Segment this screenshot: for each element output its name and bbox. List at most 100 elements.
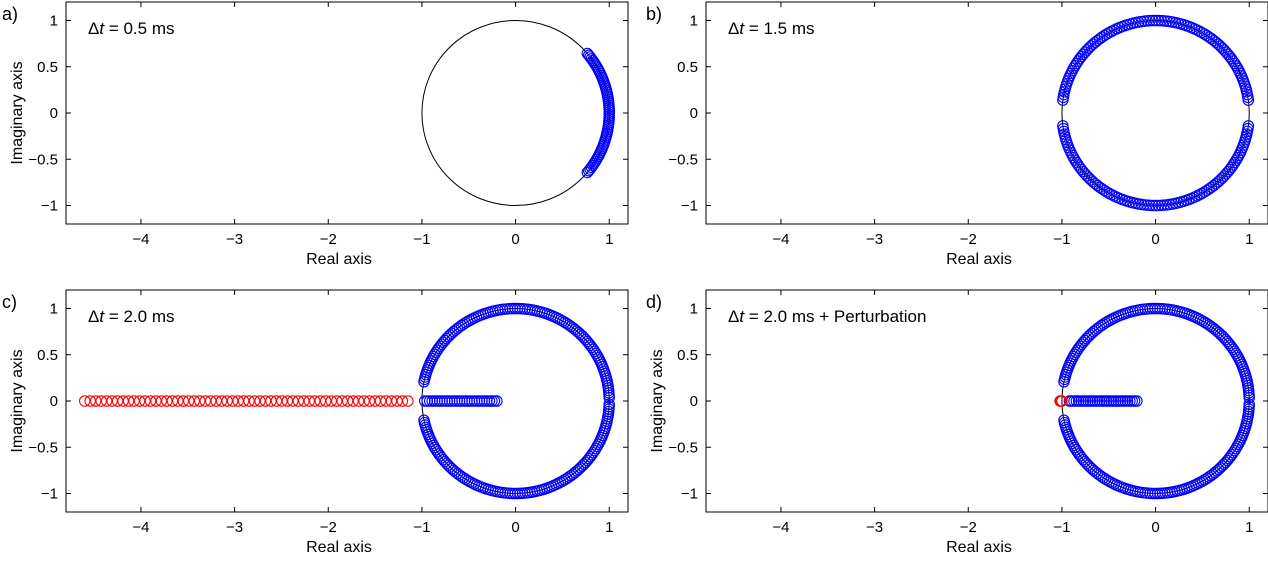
panel-1: −4 −3 −2 −1 0 1 1 0.5 0 −0.5 −1 Real axis Imaginary … — [2, 1, 629, 268]
series-2 — [1058, 398, 1255, 500]
data-point — [1057, 94, 1069, 106]
y-tick-label: 0 — [50, 105, 58, 122]
data-point — [188, 395, 201, 407]
data-point — [161, 395, 173, 407]
data-point — [363, 395, 376, 407]
data-point — [95, 395, 107, 407]
data-point — [1144, 199, 1156, 212]
x-tick-label: −1 — [413, 519, 430, 536]
data-point — [1214, 174, 1226, 186]
data-point — [177, 395, 190, 407]
data-point — [449, 466, 462, 478]
y-tick-label: 0.5 — [677, 347, 698, 364]
data-point — [1077, 165, 1089, 178]
data-point — [385, 395, 398, 407]
data-point — [567, 322, 579, 334]
delta-t-annotation: Δt = 2.0 ms — [88, 307, 174, 326]
panel-3: −4 −3 −2 −1 0 1 1 0.5 0 −0.5 −1 Real axis Imaginary … — [2, 289, 629, 556]
data-point — [1089, 466, 1102, 478]
data-point — [563, 471, 575, 483]
series-3 — [1063, 395, 1143, 407]
data-point — [347, 395, 359, 407]
data-point — [1243, 398, 1255, 410]
data-point — [330, 395, 343, 407]
data-point — [1056, 395, 1068, 407]
data-point — [435, 338, 448, 350]
x-tick-label: −4 — [772, 231, 789, 248]
y-tick-label: −0.5 — [28, 151, 58, 168]
annotation-value: = 2.0 ms + Perturbation — [744, 307, 926, 326]
data-point — [396, 395, 409, 407]
data-point — [215, 395, 228, 407]
data-point — [276, 395, 288, 407]
data-point — [1223, 452, 1235, 465]
data-point — [259, 395, 272, 407]
data-point — [1227, 343, 1240, 356]
data-point — [1075, 338, 1088, 350]
data-point — [1152, 199, 1165, 212]
data-point — [155, 395, 168, 407]
x-tick-label: 0 — [511, 231, 519, 248]
data-point — [1222, 48, 1234, 61]
x-axis-label: Real axis — [306, 251, 372, 268]
annotation-delta: Δ — [88, 307, 99, 326]
series-4 — [1054, 395, 1068, 407]
x-tick-label: 0 — [1151, 231, 1159, 248]
data-point — [1209, 323, 1221, 336]
data-point — [1085, 40, 1097, 52]
data-point — [314, 395, 326, 407]
data-point — [232, 395, 244, 407]
data-point — [1203, 471, 1215, 483]
annotation-delta: Δ — [88, 19, 99, 38]
data-point — [237, 395, 250, 407]
data-point — [380, 395, 392, 407]
panel-label: a) — [2, 4, 18, 24]
data-point — [1089, 36, 1101, 49]
panel-label: b) — [646, 4, 662, 24]
data-point — [221, 395, 233, 407]
y-axis-label: Imaginary axis — [9, 349, 26, 452]
data-point — [150, 395, 162, 407]
data-point — [341, 395, 354, 407]
data-point — [144, 395, 157, 407]
data-point — [1083, 172, 1095, 184]
data-point — [298, 395, 310, 407]
data-point — [1146, 199, 1159, 212]
data-point — [292, 395, 305, 407]
data-point — [199, 395, 211, 407]
y-tick-label: 0.5 — [37, 347, 58, 364]
data-point — [1087, 38, 1099, 50]
data-point — [1221, 454, 1234, 467]
x-tick-label: 1 — [605, 519, 613, 536]
x-tick-label: −1 — [1053, 519, 1070, 536]
x-axis-label: Real axis — [946, 539, 1012, 556]
x-tick-label: −3 — [226, 519, 243, 536]
annotation-value: = 2.0 ms — [104, 307, 174, 326]
y-tick-label: 1 — [690, 13, 698, 30]
x-tick-label: 0 — [511, 519, 519, 536]
data-point — [352, 395, 365, 407]
series-2 — [1057, 120, 1255, 212]
data-point — [1211, 325, 1223, 337]
y-tick-label: −0.5 — [668, 151, 698, 168]
data-point — [391, 395, 403, 407]
panel-label: d) — [646, 292, 662, 312]
y-tick-label: −1 — [681, 198, 698, 215]
annotation-variable: t — [99, 19, 105, 38]
data-point — [265, 395, 277, 407]
data-point — [569, 323, 581, 336]
y-tick-label: 0.5 — [677, 59, 698, 76]
annotation-variable: t — [739, 307, 745, 326]
data-point — [1083, 42, 1095, 54]
panel-4: −4 −3 −2 −1 0 1 1 0.5 0 −0.5 −1 Real axis Imaginary … — [646, 289, 1268, 556]
data-point — [287, 395, 299, 407]
data-point — [128, 395, 140, 407]
y-tick-label: 1 — [50, 301, 58, 318]
data-point — [106, 395, 118, 407]
data-point — [1155, 14, 1168, 27]
series-1 — [418, 302, 615, 404]
y-axis-label: Imaginary axis — [649, 349, 666, 452]
x-tick-label: −2 — [960, 231, 977, 248]
data-point — [1095, 319, 1108, 332]
